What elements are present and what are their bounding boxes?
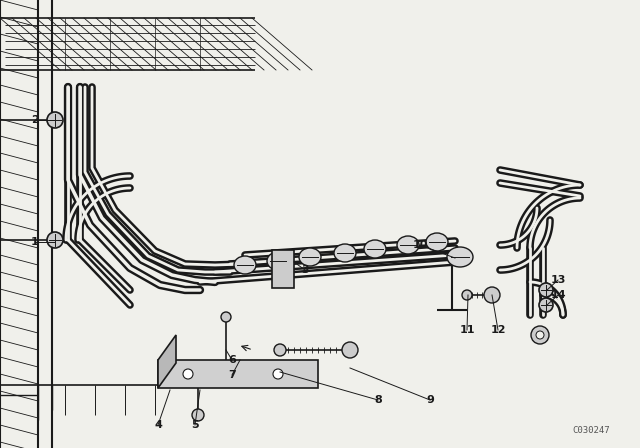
Polygon shape	[158, 335, 176, 388]
Text: 7: 7	[228, 370, 236, 380]
Ellipse shape	[334, 244, 356, 262]
Circle shape	[274, 344, 286, 356]
Circle shape	[342, 342, 358, 358]
Circle shape	[531, 326, 549, 344]
Ellipse shape	[267, 252, 289, 270]
Ellipse shape	[447, 247, 473, 267]
Text: C030247: C030247	[572, 426, 610, 435]
Text: 2: 2	[31, 115, 39, 125]
Circle shape	[539, 298, 553, 312]
Text: 8: 8	[374, 395, 382, 405]
Ellipse shape	[426, 233, 448, 251]
Circle shape	[462, 290, 472, 300]
Text: 1: 1	[31, 237, 39, 247]
Circle shape	[183, 369, 193, 379]
Circle shape	[221, 312, 231, 322]
Text: 4: 4	[154, 420, 162, 430]
Text: 14: 14	[550, 290, 566, 300]
Ellipse shape	[299, 248, 321, 266]
Circle shape	[536, 331, 544, 339]
Text: 9: 9	[426, 395, 434, 405]
Text: 12: 12	[490, 325, 506, 335]
Text: 10: 10	[412, 240, 428, 250]
Ellipse shape	[234, 256, 256, 274]
Circle shape	[539, 283, 553, 297]
Text: 11: 11	[460, 325, 475, 335]
Circle shape	[47, 232, 63, 248]
Text: 3: 3	[301, 265, 309, 275]
Text: 13: 13	[550, 275, 566, 285]
Circle shape	[192, 409, 204, 421]
Polygon shape	[158, 360, 318, 388]
Ellipse shape	[364, 240, 386, 258]
Circle shape	[273, 369, 283, 379]
Circle shape	[47, 112, 63, 128]
Bar	[272, 250, 294, 288]
Text: 6: 6	[228, 355, 236, 365]
Text: 5: 5	[191, 420, 199, 430]
Ellipse shape	[397, 236, 419, 254]
Circle shape	[484, 287, 500, 303]
